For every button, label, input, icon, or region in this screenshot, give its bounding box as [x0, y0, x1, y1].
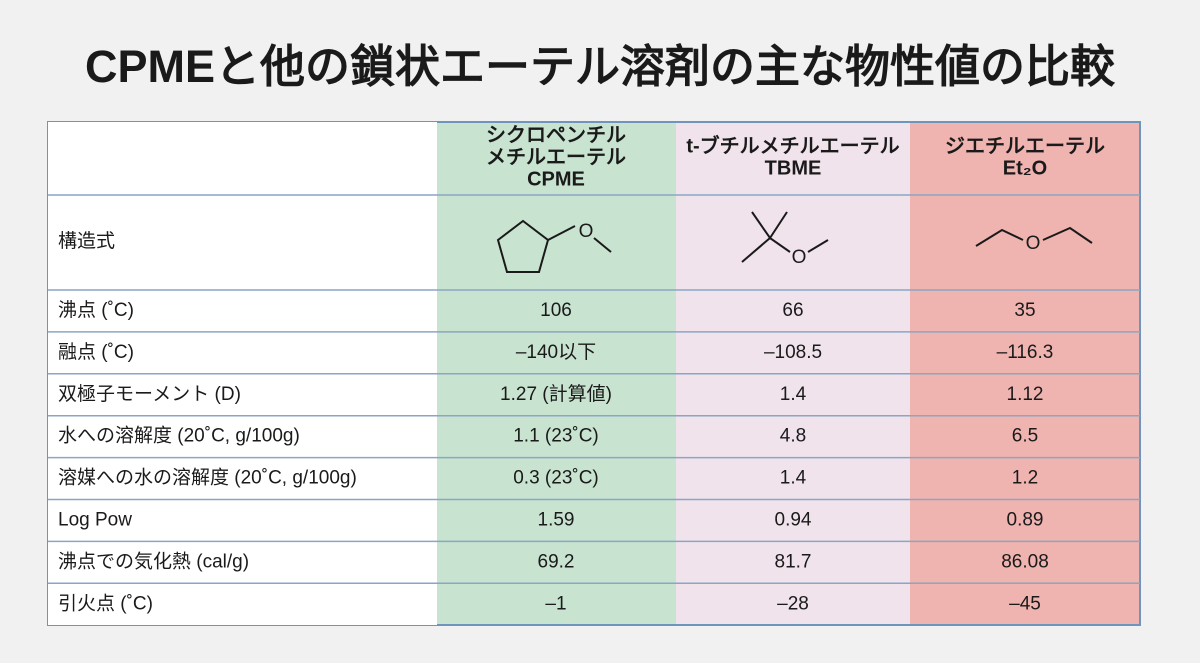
- column-header: シクロペンチル: [486, 123, 626, 146]
- cell-value: 35: [1014, 300, 1035, 321]
- row-label: 融点 (˚C): [58, 341, 134, 363]
- row-label: 溶媒への水の溶解度 (20˚C, g/100g): [58, 467, 357, 489]
- cell-value: 0.3 (23˚C): [513, 468, 599, 489]
- cell-value: 4.8: [780, 426, 806, 447]
- row-label: 引火点 (˚C): [58, 592, 153, 614]
- cell-value: –45: [1009, 593, 1041, 614]
- column-header: ジエチルエーテル: [945, 135, 1105, 157]
- cell-value: 86.08: [1001, 551, 1049, 572]
- cell-value: –108.5: [764, 342, 822, 363]
- cell-value: –140以下: [516, 342, 596, 363]
- cell-value: 1.2: [1012, 468, 1038, 489]
- cpme-structure: [496, 219, 612, 273]
- atom-label: O: [1026, 233, 1041, 254]
- cell-value: 1.4: [780, 384, 807, 405]
- cell-value: 81.7: [775, 551, 812, 572]
- cell-value: –28: [777, 593, 809, 614]
- cell-value: 69.2: [538, 551, 575, 572]
- column-header: メチルエーテル: [486, 146, 626, 168]
- cell-value: 0.89: [1007, 509, 1044, 530]
- column-header: Et₂O: [1003, 157, 1047, 179]
- cell-value: 1.4: [780, 468, 807, 489]
- cell-value: 1.59: [538, 509, 575, 530]
- column-header: CPME: [527, 168, 585, 190]
- row-label: 沸点での気化熱 (cal/g): [58, 550, 249, 572]
- column-header: TBME: [765, 157, 822, 179]
- page-title: CPMEと他の鎖状エーテル溶剤の主な物性値の比較: [85, 41, 1116, 92]
- atom-label: O: [579, 221, 594, 242]
- cell-value: –116.3: [997, 342, 1054, 363]
- cell-value: 66: [782, 300, 803, 321]
- cell-value: 1.1 (23˚C): [513, 426, 599, 447]
- row-label: Log Pow: [58, 509, 132, 530]
- cell-value: –1: [545, 593, 566, 614]
- et2o-structure: [975, 226, 1093, 247]
- column-header: t-ブチルメチルエーテル: [686, 133, 899, 157]
- tbme-structure: [741, 211, 829, 263]
- row-label: 沸点 (˚C): [58, 299, 134, 321]
- cell-value: 1.12: [1007, 384, 1044, 405]
- row-label: 構造式: [58, 230, 115, 252]
- cell-value: 1.27 (計算値): [500, 383, 612, 405]
- atom-label: O: [792, 247, 807, 268]
- row-label: 水への溶解度 (20˚C, g/100g): [58, 425, 300, 447]
- cell-value: 0.94: [775, 509, 812, 530]
- cell-value: 106: [540, 300, 572, 321]
- cell-value: 6.5: [1012, 426, 1038, 447]
- row-label: 双極子モーメント (D): [58, 383, 241, 405]
